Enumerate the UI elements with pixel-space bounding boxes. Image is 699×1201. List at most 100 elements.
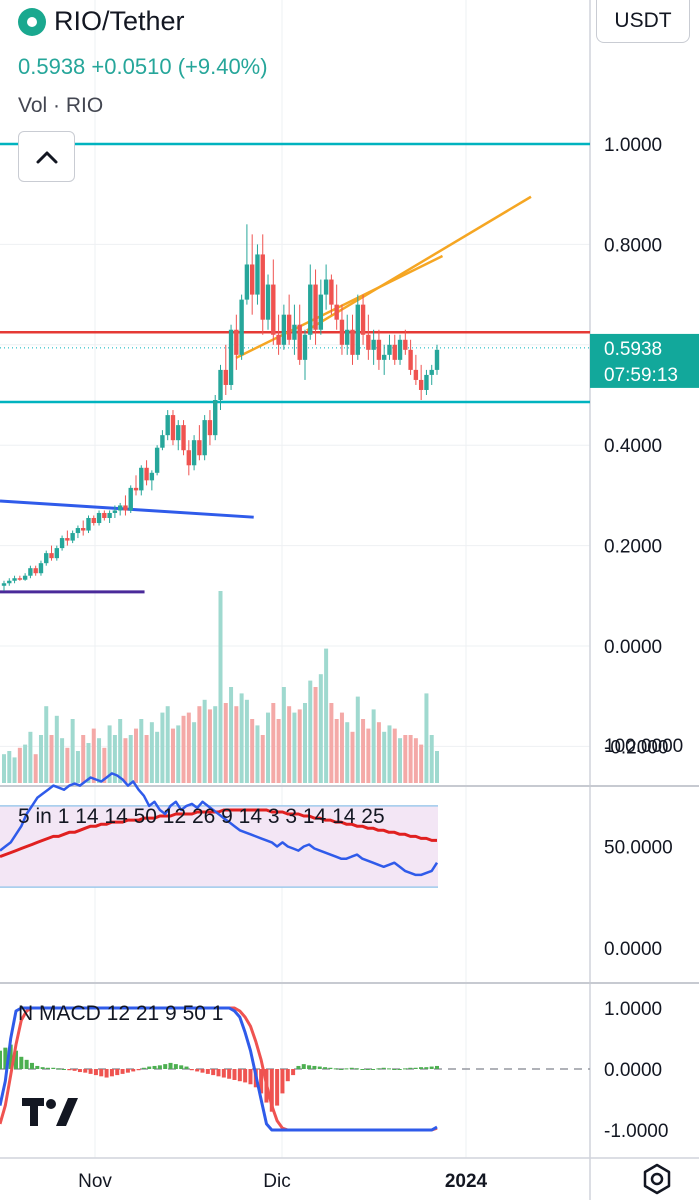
volume-bar [318,674,323,783]
candle-body [59,538,65,549]
currency-button[interactable]: USDT [596,0,690,43]
candle-body [376,339,382,360]
candle-body [286,314,292,340]
macd-histogram-bar [435,1065,439,1069]
macd-histogram-bar [3,1047,8,1069]
macd-histogram-bar [205,1069,210,1074]
candle-body [91,517,96,524]
collapse-legend-button[interactable] [18,131,75,182]
volume-bar [234,706,239,783]
volume-bar [49,735,54,783]
candle-body [366,334,371,350]
volume-bar [376,722,381,783]
candle-body [81,528,86,531]
macd-histogram-bar [51,1067,56,1069]
volume-bar [155,731,160,783]
macd-histogram-bar [0,1050,2,1069]
candle-body [191,440,197,466]
volume-bar [366,728,371,783]
candle-body [223,369,228,385]
macd-histogram-bar [24,1059,29,1069]
volume-bar [218,591,223,783]
symbol-title[interactable]: RIO/Tether [18,6,185,37]
rsi-indicator-label[interactable]: 5 in 1 14 14 50 12 26 9 14 3 3 14 14 25 [18,805,385,828]
macd-histogram-bar [232,1069,237,1080]
macd-histogram-bar [323,1067,328,1069]
candle-body [207,420,213,436]
macd-histogram-bar [195,1069,200,1072]
volume-bar [419,744,424,783]
macd-histogram-bar [280,1069,285,1094]
volume-bar [313,687,318,783]
candle-body [360,304,366,335]
macd-tick-label: 0.0000 [604,1060,662,1081]
volume-bar [345,722,350,783]
macd-histogram-bar [259,1069,264,1094]
macd-histogram-bar [179,1065,184,1069]
macd-histogram-bar [237,1069,242,1082]
volume-bar [392,728,397,783]
macd-histogram-bar [35,1065,40,1069]
volume-bar [250,719,255,783]
channel-lower-line [235,254,444,360]
candle-body [371,339,376,350]
candle-body [387,344,392,355]
price-tag-value: 0.5938 [604,339,662,360]
macd-tick-label: -1.0000 [604,1121,668,1142]
volume-bar [308,680,313,783]
volume-bar [7,751,12,783]
macd-tick-label: 1.0000 [604,999,662,1020]
last-price: 0.5938 [18,54,86,79]
candle-body [12,578,17,581]
macd-histogram-bar [413,1067,418,1069]
volume-bar [128,735,133,783]
macd-histogram-bar [397,1069,402,1070]
volume-bar [160,712,165,783]
price-summary: 0.5938 +0.0510 (+9.40%) [18,54,268,80]
macd-histogram-bar [371,1069,376,1070]
candle-body [165,415,170,436]
candle-body [381,354,387,360]
volume-bar [181,715,186,783]
volume-bar [192,722,197,783]
price-tick-label: 0.8000 [604,235,662,256]
volume-bar [223,703,228,783]
macd-histogram-bar [13,1050,18,1069]
volume-bar [144,735,149,783]
macd-histogram-bar [403,1068,408,1070]
symbol-name: RIO/Tether [54,6,185,36]
volume-bar [255,725,260,783]
candle-body [154,447,160,473]
macd-histogram-bar [131,1069,136,1072]
candle-body [345,329,350,345]
candle-body [149,472,155,481]
candle-body [218,369,223,401]
candle-body [329,279,334,305]
volume-label: Vol · RIO [18,94,104,117]
macd-histogram-bar [344,1068,349,1070]
tradingview-logo[interactable] [22,1098,78,1133]
candle-body [392,344,397,360]
settings-button[interactable] [640,1162,674,1201]
volume-bar [176,725,181,783]
volume-bar [281,687,286,783]
candle-body [181,425,186,451]
macd-histogram-bar [136,1069,141,1071]
candle-body [397,339,403,360]
volume-bar [2,754,6,783]
candle-body [112,510,118,513]
price-tick-label: -0.2000 [604,737,668,758]
macd-histogram-bar [296,1065,301,1069]
volume-bar [297,709,302,783]
volume-bar [324,648,329,783]
candle-body [160,435,165,448]
macd-histogram-bar [19,1056,24,1069]
volume-bar [165,706,170,783]
macd-histogram-bar [40,1067,45,1069]
volume-bar [123,738,128,783]
macd-histogram-bar [168,1062,173,1069]
macd-indicator-label[interactable]: N MACD 12 21 9 50 1 [18,1002,224,1025]
candle-body [49,553,54,559]
candle-body [355,304,360,355]
